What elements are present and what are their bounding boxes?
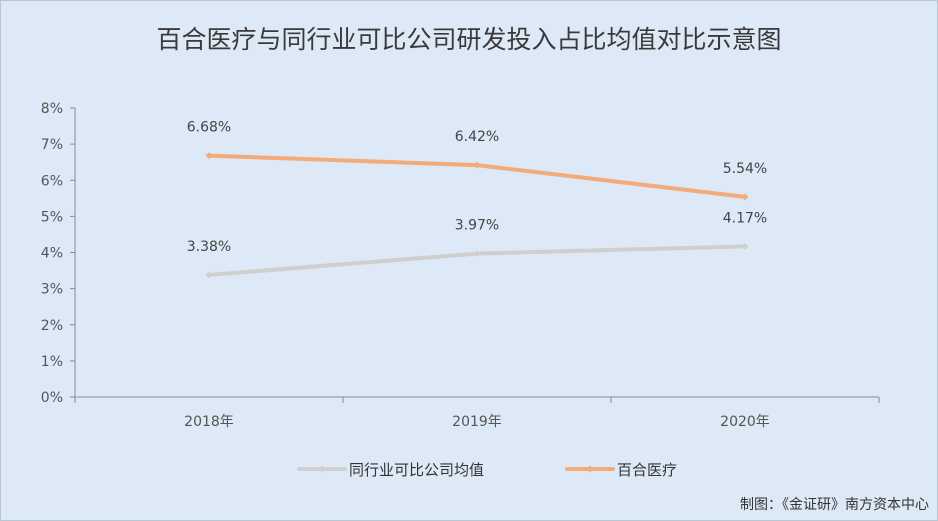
data-label: 3.38% <box>187 239 231 255</box>
data-label: 4.17% <box>723 210 767 226</box>
data-label: 3.97% <box>455 218 499 234</box>
x-tick-label: 2020年 <box>720 414 770 430</box>
series-group: 6.68% 6.42% 5.54% <box>187 120 767 201</box>
legend: 同行业可比公司均值 百合医疗 <box>297 461 677 479</box>
legend-item: 同行业可比公司均值 <box>297 461 484 479</box>
chart-title: 百合医疗与同行业可比公司研发投入占比均值对比示意图 <box>156 25 781 54</box>
y-tick-label: 2% <box>41 318 63 334</box>
y-tick-label: 0% <box>41 390 63 406</box>
y-tick-label: 7% <box>41 137 63 153</box>
data-point <box>205 271 213 279</box>
axes: 0% 1% 2% 3% 4% 5% 6% 7% 8% 2018年 2019年 2020年 <box>41 101 880 430</box>
legend-label: 同行业可比公司均值 <box>349 461 484 479</box>
x-tick-label: 2018年 <box>184 414 234 430</box>
y-tick-label: 3% <box>41 282 63 298</box>
x-tick-label: 2019年 <box>452 414 502 430</box>
y-tick-label: 4% <box>41 246 63 262</box>
y-tick-label: 5% <box>41 209 63 225</box>
data-point <box>205 152 213 160</box>
series-layer: 3.38% 3.97% 4.17% 6.68% 6.42% 5.54% <box>187 120 767 279</box>
data-label: 5.54% <box>723 161 767 177</box>
legend-swatch-marker <box>318 465 326 473</box>
source-note: 制图：《金证研》南方资本中心 <box>740 497 929 513</box>
y-tick-label: 8% <box>41 101 63 117</box>
data-point <box>473 250 481 258</box>
data-label: 6.68% <box>187 120 231 136</box>
legend-label: 百合医疗 <box>617 461 677 479</box>
y-tick-label: 6% <box>41 173 63 189</box>
legend-item: 百合医疗 <box>565 461 677 479</box>
y-tick-label: 1% <box>41 354 63 370</box>
data-point <box>473 161 481 169</box>
data-label: 6.42% <box>455 129 499 145</box>
legend-swatch-marker <box>586 465 594 473</box>
data-point <box>741 242 749 250</box>
data-point <box>741 193 749 201</box>
series-group: 3.38% 3.97% 4.17% <box>187 210 767 279</box>
